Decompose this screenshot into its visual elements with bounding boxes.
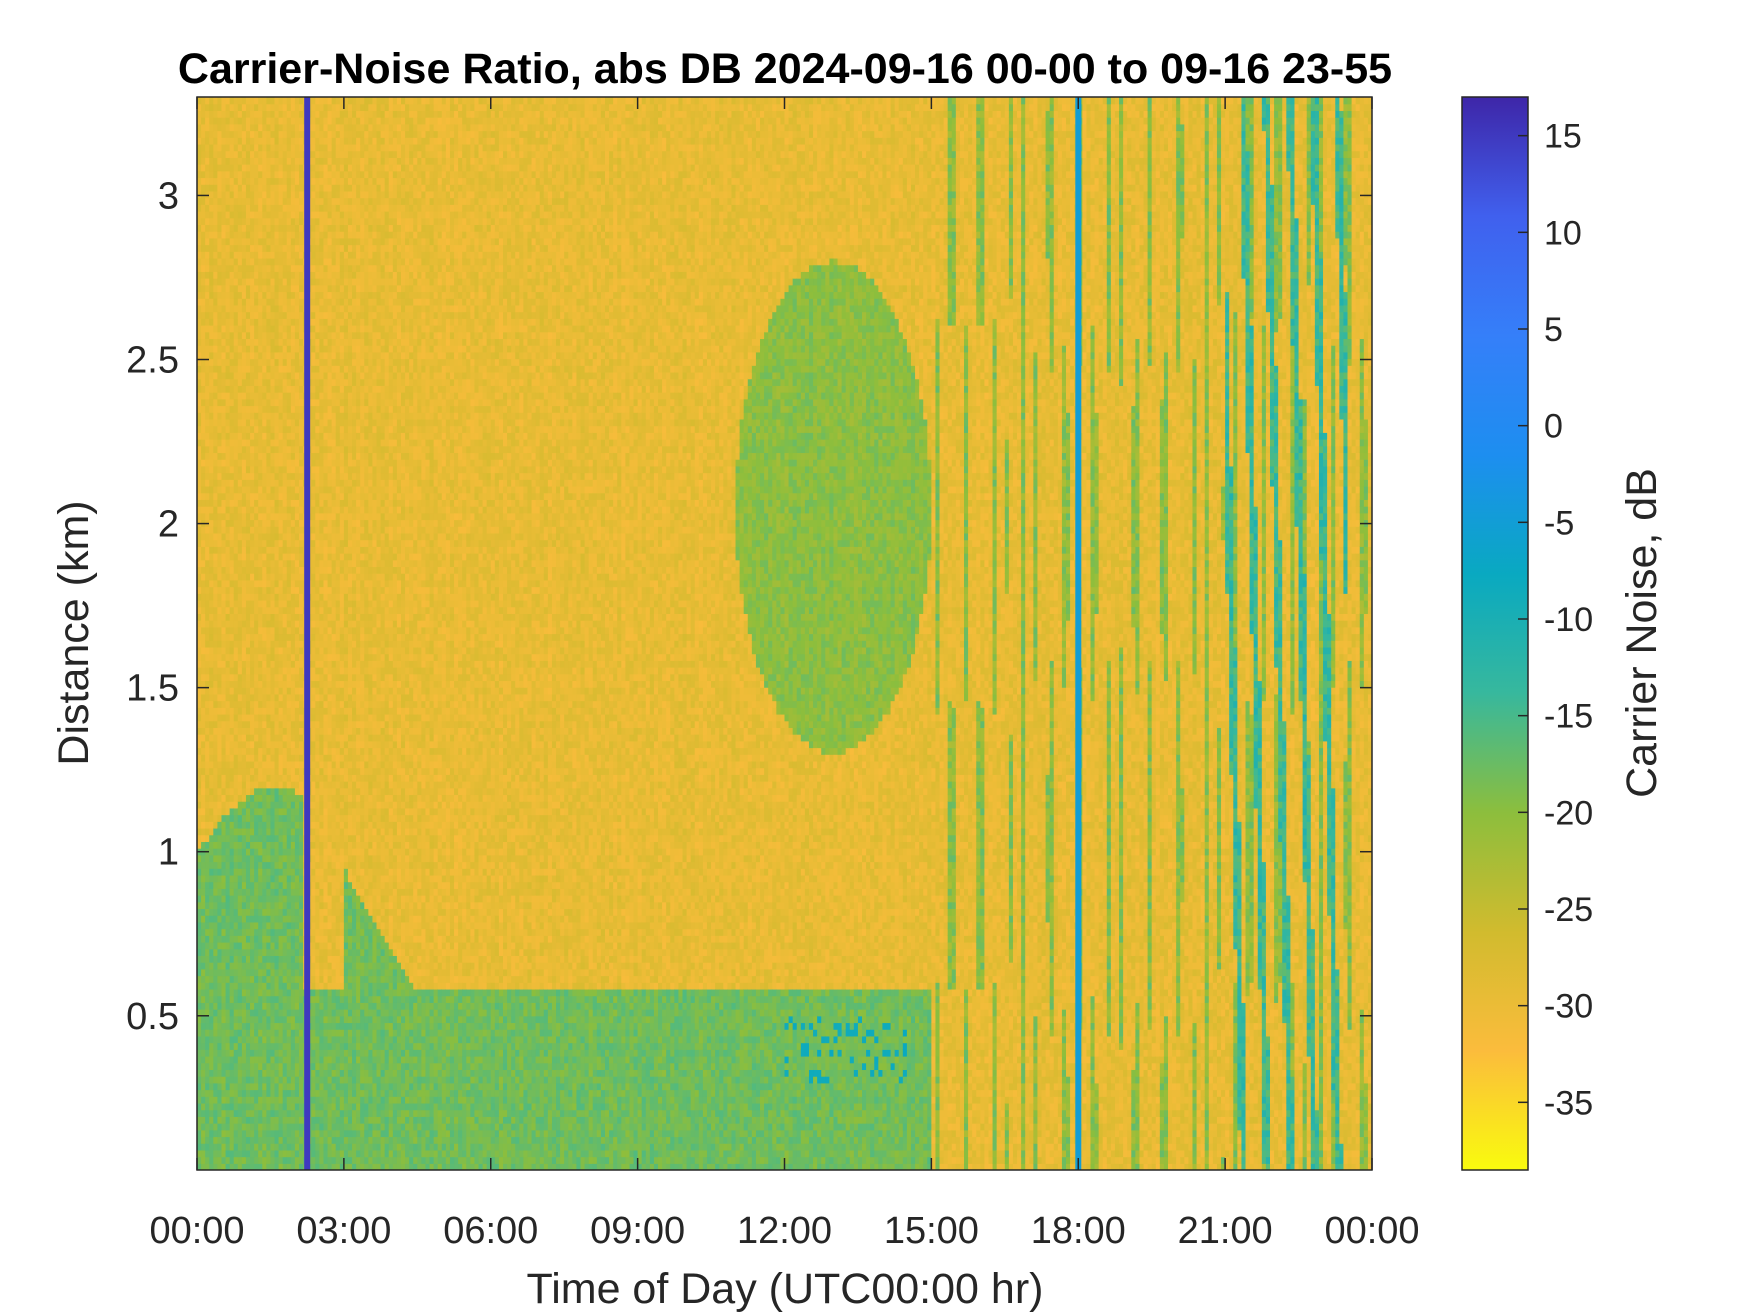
x-axis-label: Time of Day (UTC00:00 hr) bbox=[527, 1265, 1044, 1313]
heatmap-image bbox=[197, 97, 1373, 1171]
y-axis-label: Distance (km) bbox=[50, 500, 98, 765]
x-tick-label: 06:00 bbox=[443, 1210, 538, 1252]
x-tick-label: 18:00 bbox=[1031, 1210, 1126, 1252]
x-tick-label: 03:00 bbox=[296, 1210, 391, 1252]
colorbar-tick-label: 0 bbox=[1544, 408, 1563, 446]
colorbar-tick-label: -10 bbox=[1544, 601, 1593, 639]
x-tick-label: 12:00 bbox=[737, 1210, 832, 1252]
colorbar-tick-label: -20 bbox=[1544, 794, 1593, 832]
stripe-1 bbox=[1075, 97, 1081, 1170]
x-tick-label: 21:00 bbox=[1178, 1210, 1273, 1252]
x-tick-label: 15:00 bbox=[884, 1210, 979, 1252]
x-tick-label: 00:00 bbox=[1324, 1210, 1419, 1252]
y-tick-label: 2 bbox=[158, 504, 179, 546]
y-tick-label: 1 bbox=[158, 832, 179, 874]
colorbar-label: Carrier Noise, dB bbox=[1618, 468, 1666, 798]
y-tick-label: 0.5 bbox=[126, 996, 179, 1038]
y-tick-label: 3 bbox=[158, 175, 179, 217]
y-tick-label: 1.5 bbox=[126, 668, 179, 710]
chart-title: Carrier-Noise Ratio, abs DB 2024-09-16 0… bbox=[178, 45, 1392, 93]
colorbar-tick-label: -30 bbox=[1544, 988, 1593, 1026]
colorbar-tick-label: 15 bbox=[1544, 118, 1582, 156]
colorbar-tick-label: -5 bbox=[1544, 504, 1574, 542]
y-tick-label: 2.5 bbox=[126, 340, 179, 382]
x-tick-label: 00:00 bbox=[149, 1210, 244, 1252]
colorbar-tick-label: 5 bbox=[1544, 311, 1563, 349]
x-tick-label: 09:00 bbox=[590, 1210, 685, 1252]
colorbar-tick-label: -25 bbox=[1544, 891, 1593, 929]
colorbar-tick-label: 10 bbox=[1544, 214, 1582, 252]
colorbar-ticks: 15 10 5 0 -5 -10 -15 -20 -25 -30 -35 bbox=[1518, 118, 1593, 1123]
stripe-0 bbox=[304, 97, 310, 1170]
colorbar bbox=[1462, 97, 1528, 1170]
colorbar-tick-label: -35 bbox=[1544, 1084, 1593, 1122]
colorbar-tick-label: -15 bbox=[1544, 698, 1593, 736]
